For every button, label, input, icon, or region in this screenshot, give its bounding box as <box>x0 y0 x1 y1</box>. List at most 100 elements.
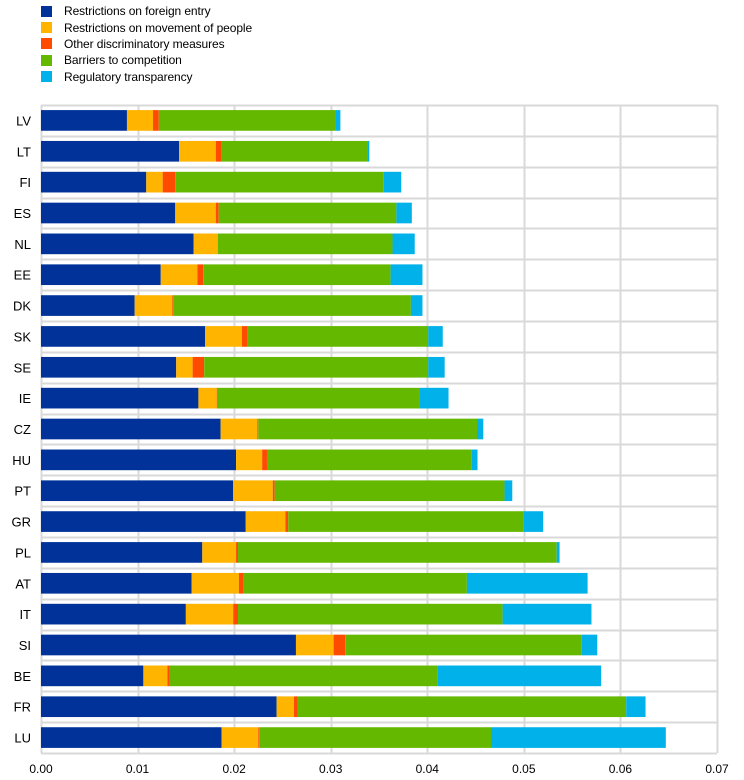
category-label: NL <box>14 237 31 252</box>
legend-item: Restrictions on movement of people <box>41 19 252 35</box>
bar-segment-nl-4 <box>392 233 415 255</box>
bar-segment-ee-1 <box>160 264 198 286</box>
bar-segment-be-4 <box>437 665 602 687</box>
legend-swatch <box>41 38 52 50</box>
category-label: HU <box>12 453 31 468</box>
category-label: CZ <box>14 422 31 437</box>
bar-segment-ee-0 <box>41 264 161 286</box>
bar-segment-dk-0 <box>41 295 135 316</box>
category-label: BE <box>14 669 32 684</box>
bar-segment-hu-1 <box>236 449 263 471</box>
bar-segment-at-2 <box>238 572 244 594</box>
legend-swatch <box>41 22 52 34</box>
bar-segment-lt-4 <box>367 140 370 162</box>
bar-segment-si-3 <box>345 634 582 656</box>
bar-segment-gr-3 <box>288 511 524 532</box>
category-label: IE <box>19 391 32 406</box>
bar-segment-lu-4 <box>491 727 666 748</box>
bar-segment-si-4 <box>581 634 598 656</box>
category-label: SE <box>14 360 32 375</box>
bar-segment-sk-2 <box>241 326 248 347</box>
bar-segment-lv-2 <box>153 110 159 131</box>
bar-segment-ee-2 <box>197 264 204 286</box>
bar-segment-fi-3 <box>175 171 384 193</box>
legend-swatch <box>41 71 52 83</box>
bar-segment-lt-1 <box>179 140 216 162</box>
x-tick-label: 0.00 <box>29 762 53 776</box>
bar-segment-ie-1 <box>198 387 217 409</box>
bar-segment-se-3 <box>204 356 429 378</box>
bar-segment-pl-3 <box>238 542 557 563</box>
x-tick-label: 0.04 <box>416 762 440 776</box>
bar-segment-ie-2 <box>216 387 218 409</box>
category-label: GR <box>12 515 32 530</box>
bar-segment-se-4 <box>428 356 445 378</box>
bar-segment-lv-4 <box>335 110 341 131</box>
bar-segment-lt-0 <box>41 140 180 162</box>
bar-segment-si-1 <box>295 634 334 656</box>
bar-segment-fr-4 <box>626 696 646 718</box>
legend-label: Barriers to competition <box>64 53 182 68</box>
bar-segment-ie-3 <box>217 387 420 409</box>
bar-segment-nl-1 <box>193 233 218 255</box>
category-label: FR <box>14 700 31 715</box>
bar-segment-fi-0 <box>41 171 147 193</box>
category-label: ES <box>14 206 32 221</box>
category-label: SK <box>14 329 32 344</box>
bar-segment-hu-0 <box>41 449 237 471</box>
bar-segment-pt-0 <box>41 480 234 502</box>
bar-segment-at-3 <box>243 572 467 594</box>
bar-segment-ie-0 <box>41 387 199 409</box>
bar-segment-dk-1 <box>134 295 173 316</box>
bar-segment-ee-3 <box>203 264 391 286</box>
x-tick-label: 0.06 <box>609 762 633 776</box>
bar-segment-fr-1 <box>276 696 295 718</box>
bar-segment-nl-0 <box>41 233 194 255</box>
bar-segment-hu-3 <box>266 449 472 471</box>
bar-segment-at-4 <box>466 572 588 594</box>
category-label: LV <box>16 113 31 128</box>
bar-segment-se-0 <box>41 356 177 378</box>
bar-segment-es-4 <box>396 202 412 224</box>
bar-segment-dk-3 <box>173 295 411 316</box>
x-tick-label: 0.03 <box>319 762 343 776</box>
bar-segment-se-1 <box>176 356 193 378</box>
bar-segment-lt-3 <box>221 140 368 162</box>
bar-segment-it-4 <box>502 603 592 625</box>
bar-segment-gr-4 <box>523 511 544 532</box>
bar-segment-it-1 <box>185 603 234 625</box>
bar-segment-pl-1 <box>202 542 237 563</box>
category-label: DK <box>13 299 31 314</box>
legend-item: Barriers to competition <box>41 52 252 68</box>
legend-item: Other discriminatory measures <box>41 36 252 52</box>
bar-segment-cz-4 <box>477 418 484 440</box>
category-label: AT <box>15 576 31 591</box>
category-label: LU <box>14 731 31 746</box>
bar-segment-fr-3 <box>297 696 627 718</box>
bar-segment-pt-2 <box>272 480 275 502</box>
category-label: PL <box>15 545 31 560</box>
legend-label: Restrictions on foreign entry <box>64 4 211 19</box>
bar-segment-fi-1 <box>146 171 163 193</box>
bar-segment-pl-4 <box>556 542 560 563</box>
bar-segment-sk-0 <box>41 326 206 347</box>
bar-segment-fr-0 <box>41 696 277 718</box>
bar-segment-it-3 <box>238 603 503 625</box>
bar-segment-si-0 <box>41 634 296 656</box>
bar-segment-pt-3 <box>274 480 505 502</box>
bar-segment-lv-1 <box>126 110 154 131</box>
bar-segment-ee-4 <box>390 264 423 286</box>
bar-segment-se-2 <box>192 356 205 378</box>
bar-segment-nl-3 <box>217 233 393 255</box>
bar-segment-cz-1 <box>220 418 258 440</box>
bar-segment-cz-3 <box>258 418 478 440</box>
category-label: PT <box>14 484 31 499</box>
bar-segment-pl-0 <box>41 542 203 563</box>
bar-segment-lv-0 <box>41 110 127 131</box>
x-tick-label: 0.01 <box>126 762 150 776</box>
bar-segment-be-3 <box>169 665 438 687</box>
bar-segment-pt-4 <box>504 480 513 502</box>
bar-segment-at-1 <box>191 572 239 594</box>
category-label: SI <box>19 638 31 653</box>
